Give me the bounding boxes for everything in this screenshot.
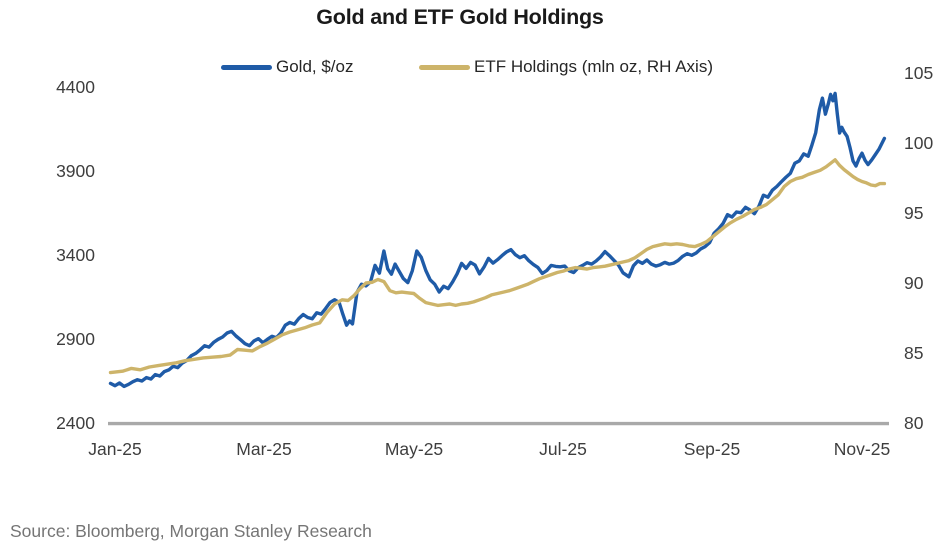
source-note: Source: Bloomberg, Morgan Stanley Resear… bbox=[10, 521, 372, 541]
y-right-tick-85: 85 bbox=[904, 343, 924, 363]
x-tick-may25: May-25 bbox=[384, 439, 444, 459]
x-tick-jul25: Jul-25 bbox=[539, 439, 587, 459]
x-tick-nov25: Nov-25 bbox=[833, 439, 891, 459]
y-left-tick-2900: 2900 bbox=[56, 329, 95, 349]
y-left-tick-4400: 4400 bbox=[56, 77, 95, 97]
etf-holdings-line bbox=[108, 158, 887, 375]
legend-item-gold: Gold, $/oz bbox=[221, 57, 354, 77]
y-right-tick-80: 80 bbox=[904, 413, 924, 433]
y-right-tick-105: 105 bbox=[904, 63, 934, 83]
gold-price-line bbox=[108, 91, 887, 389]
y-right-tick-95: 95 bbox=[904, 203, 924, 223]
x-tick-mar25: Mar-25 bbox=[236, 439, 292, 459]
etf-line-swatch-icon bbox=[419, 64, 470, 70]
y-left-tick-3400: 3400 bbox=[56, 245, 95, 265]
x-tick-sep25: Sep-25 bbox=[683, 439, 741, 459]
y-right-tick-90: 90 bbox=[904, 273, 924, 293]
y-left-tick-2400: 2400 bbox=[56, 413, 95, 433]
y-right-tick-100: 100 bbox=[904, 133, 934, 153]
gold-line-swatch-icon bbox=[221, 64, 272, 70]
legend-label-gold: Gold, $/oz bbox=[276, 57, 354, 76]
legend-item-etf: ETF Holdings (mln oz, RH Axis) bbox=[419, 57, 713, 77]
legend-label-etf: ETF Holdings (mln oz, RH Axis) bbox=[474, 57, 713, 76]
x-tick-jan25: Jan-25 bbox=[88, 439, 142, 459]
chart-title: Gold and ETF Gold Holdings bbox=[316, 5, 604, 29]
y-left-tick-3900: 3900 bbox=[56, 161, 95, 181]
